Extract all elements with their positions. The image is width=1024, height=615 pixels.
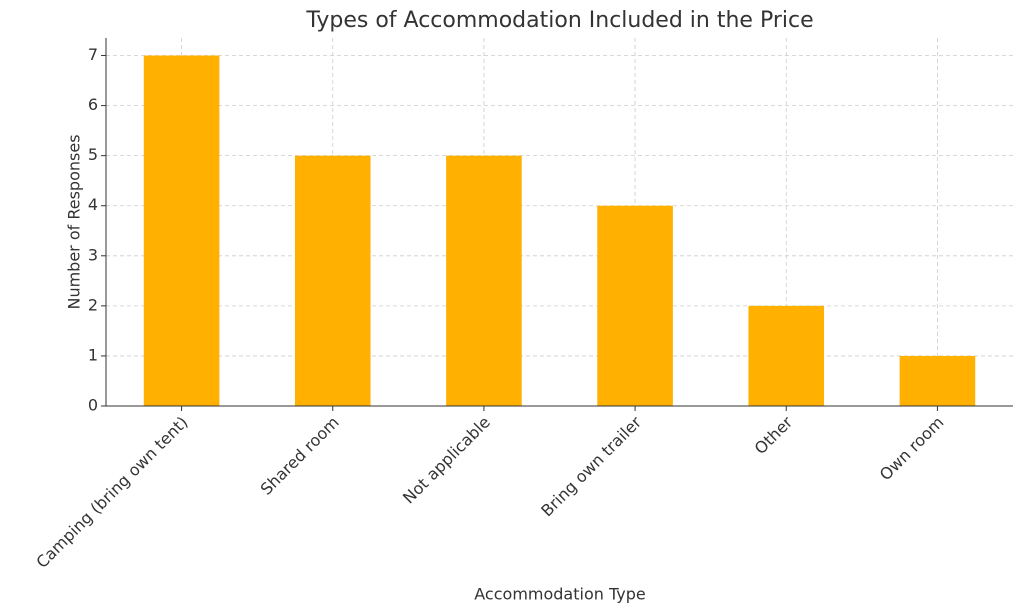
y-axis-label: Number of Responses [65, 134, 84, 309]
x-tick-label: Not applicable [399, 413, 494, 508]
x-axis-label: Accommodation Type [474, 585, 645, 604]
bar [597, 205, 673, 406]
y-tick-label: 2 [88, 295, 98, 314]
x-tick-label: Own room [876, 413, 948, 485]
y-tick-label: 4 [88, 195, 98, 214]
bar [143, 55, 220, 407]
x-tick-label: Camping (bring own tent) [32, 413, 191, 572]
bar [294, 155, 371, 406]
x-tick-label: Bring own trailer [537, 412, 645, 520]
y-tick-label: 6 [88, 95, 98, 114]
x-tick-label: Shared room [257, 413, 343, 499]
bar [446, 155, 522, 406]
y-tick-label: 7 [88, 45, 98, 64]
y-tick-label: 0 [88, 396, 98, 415]
bar [899, 355, 976, 406]
x-tick-label: Other [751, 412, 797, 458]
chart-title: Types of Accommodation Included in the P… [305, 8, 813, 33]
bar [748, 305, 825, 406]
y-tick-label: 3 [88, 245, 98, 264]
y-tick-label: 1 [88, 345, 98, 364]
y-tick-label: 5 [88, 145, 98, 164]
